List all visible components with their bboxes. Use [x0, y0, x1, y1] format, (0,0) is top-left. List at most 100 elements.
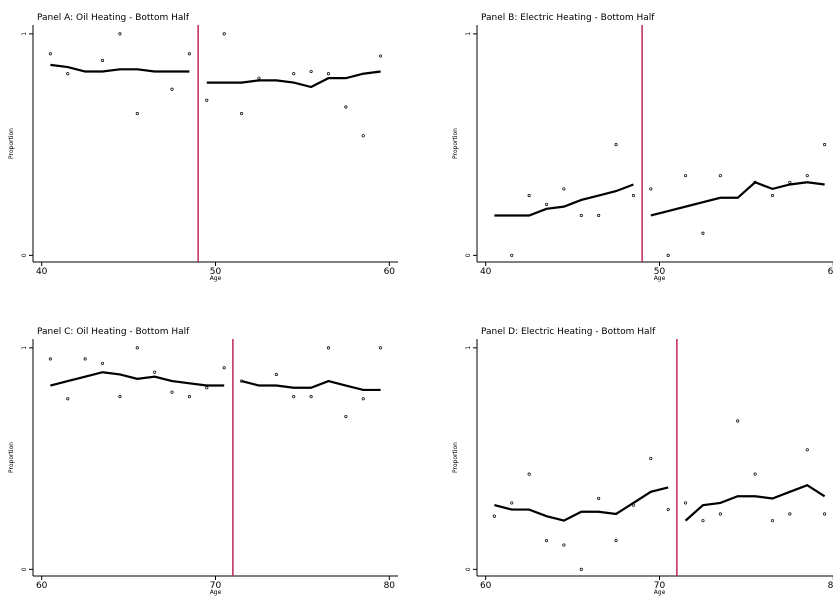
data-point — [562, 187, 566, 191]
fit-line — [494, 183, 634, 217]
x-tick-label: 60 — [384, 267, 396, 277]
data-point — [736, 419, 740, 423]
data-point — [788, 512, 792, 516]
x-axis-label: Age — [654, 275, 666, 282]
data-point — [701, 231, 705, 235]
data-point — [240, 379, 244, 383]
data-point — [309, 69, 313, 74]
data-point — [361, 397, 365, 401]
data-point — [788, 180, 792, 184]
y-tick-label: 0 — [21, 253, 28, 257]
y-tick-label: 0 — [465, 253, 472, 257]
data-point — [805, 174, 809, 178]
y-tick-label: 1 — [21, 346, 28, 350]
data-point — [631, 503, 635, 507]
data-point — [527, 194, 531, 198]
y-axis-label: Proportion — [8, 442, 15, 473]
data-point — [614, 539, 618, 543]
y-axis-label: Proportion — [452, 128, 459, 159]
data-point — [66, 397, 70, 401]
data-point — [562, 543, 566, 547]
data-point — [205, 386, 209, 390]
data-point — [579, 567, 583, 571]
data-point — [649, 457, 653, 461]
data-point — [361, 134, 365, 138]
panel-title: Panel D: Electric Heating - Bottom Half — [481, 327, 656, 337]
data-point — [48, 52, 52, 56]
y-tick-label: 0 — [465, 567, 472, 571]
data-point — [544, 202, 549, 206]
x-tick-label: 60 — [36, 581, 48, 591]
fit-line — [241, 379, 381, 392]
data-point — [770, 519, 775, 523]
x-tick-label: 50 — [654, 267, 666, 277]
data-point — [579, 213, 583, 218]
y-axis-label: Proportion — [452, 442, 459, 473]
panel-title: Panel C: Oil Heating - Bottom Half — [37, 327, 190, 337]
x-tick-label: 80 — [384, 581, 396, 591]
data-point — [492, 514, 496, 518]
data-point — [292, 72, 296, 76]
data-point — [823, 512, 827, 516]
data-point — [379, 54, 383, 58]
data-point — [118, 32, 122, 36]
data-point — [718, 174, 722, 178]
x-tick-label: 40 — [480, 267, 492, 277]
data-point — [701, 519, 705, 523]
data-point — [684, 174, 688, 178]
data-point — [222, 366, 226, 370]
data-point — [544, 539, 549, 543]
data-point — [684, 501, 688, 505]
data-point — [153, 370, 157, 374]
x-tick-label: 50 — [210, 267, 222, 277]
y-axis-label: Proportion — [8, 128, 15, 159]
data-point — [614, 143, 618, 147]
data-point — [135, 346, 139, 350]
data-point — [100, 361, 105, 365]
data-point — [257, 76, 261, 80]
x-tick-label: 60 — [480, 581, 492, 591]
data-point — [205, 98, 209, 102]
x-tick-label: 70 — [210, 581, 222, 591]
data-point — [753, 472, 757, 476]
fit-line — [206, 70, 381, 89]
y-tick-label: 0 — [21, 567, 28, 571]
fit-line — [50, 63, 190, 73]
x-axis-label: Age — [210, 589, 222, 596]
data-point — [48, 357, 52, 361]
data-point — [666, 253, 670, 257]
data-point — [100, 58, 105, 62]
data-point — [597, 496, 601, 501]
data-point — [823, 143, 827, 147]
y-tick-label: 1 — [465, 346, 472, 350]
data-point — [83, 357, 87, 361]
data-point — [510, 253, 514, 257]
data-point — [326, 72, 331, 76]
panel-title: Panel B: Electric Heating - Bottom Half — [481, 13, 655, 23]
data-point — [292, 395, 296, 399]
data-point — [66, 72, 70, 76]
data-point — [118, 395, 122, 399]
y-tick-label: 1 — [21, 32, 28, 36]
x-tick-label: 40 — [36, 267, 48, 277]
x-tick-label: 60 — [828, 267, 833, 277]
x-tick-label: 70 — [654, 581, 666, 591]
data-point — [631, 194, 635, 198]
data-point — [309, 395, 313, 399]
data-point — [770, 194, 775, 198]
data-point — [170, 87, 174, 91]
x-axis-label: Age — [210, 275, 222, 282]
data-point — [187, 52, 191, 56]
y-tick-label: 1 — [465, 32, 472, 36]
fit-line — [684, 483, 826, 522]
data-point — [805, 448, 809, 452]
data-point — [274, 372, 278, 376]
data-point — [666, 508, 670, 512]
data-point — [597, 213, 601, 218]
data-point — [510, 501, 514, 505]
data-point — [344, 105, 348, 109]
data-point — [344, 414, 348, 419]
data-point — [753, 180, 757, 184]
fit-line — [50, 371, 225, 387]
